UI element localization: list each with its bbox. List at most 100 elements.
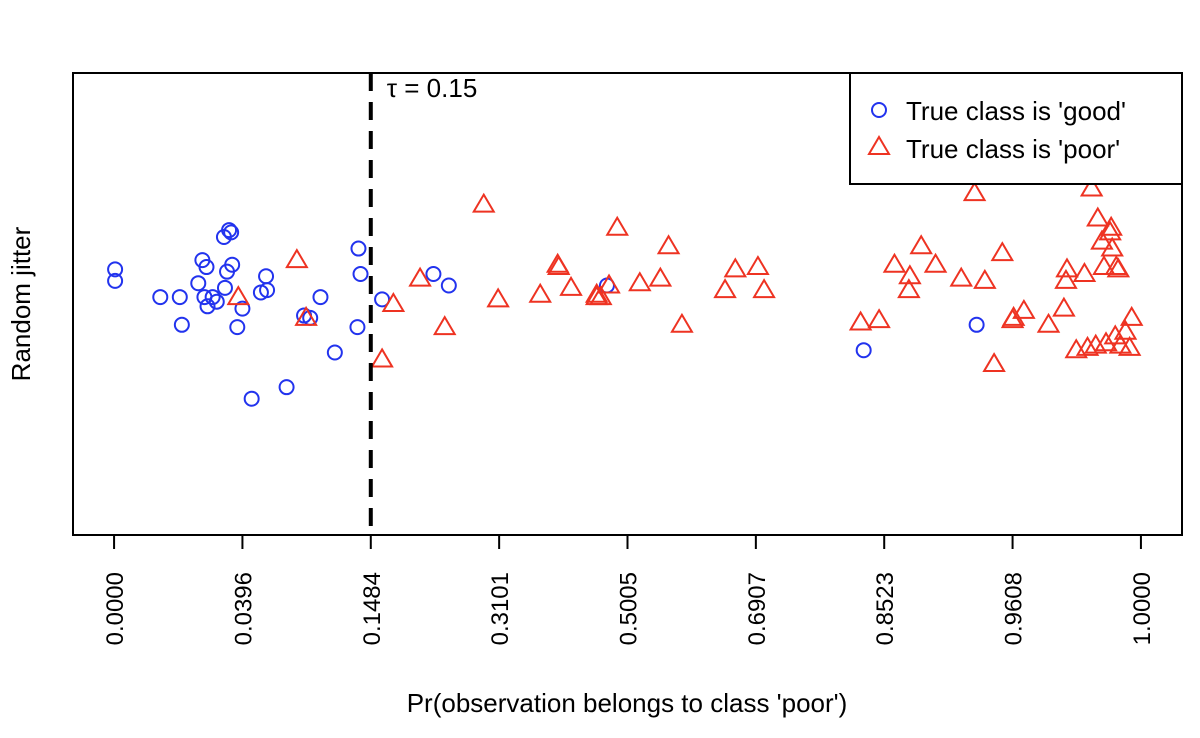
data-point-poor (589, 285, 613, 306)
data-point-poor (962, 181, 987, 202)
data-point-good (326, 344, 343, 361)
data-point-good (278, 379, 295, 396)
data-points (107, 176, 1144, 407)
y-axis-title: Random jitter (6, 226, 36, 381)
data-point-good (350, 240, 367, 257)
data-point-good (107, 272, 124, 289)
data-point-poor (848, 310, 873, 331)
legend: True class is 'good' True class is 'poor… (849, 72, 1183, 185)
data-point-good (312, 289, 329, 306)
x-tick-label: 0.0000 (102, 572, 129, 645)
data-point-poor (1001, 305, 1026, 326)
data-point-poor (628, 271, 652, 292)
data-point-good (224, 256, 241, 273)
data-point-poor (605, 215, 629, 236)
data-point-poor (1055, 257, 1079, 278)
data-point-good (425, 265, 442, 282)
data-point-good (204, 289, 221, 306)
x-tick-label: 1.0000 (1129, 572, 1156, 645)
data-point-poor (486, 287, 510, 308)
data-point-good (234, 300, 251, 317)
data-point-poor (471, 192, 496, 213)
data-point-poor (370, 347, 394, 368)
x-tick-label: 0.8523 (872, 572, 899, 645)
x-tick-label: 0.0396 (230, 572, 257, 645)
data-point-poor (982, 352, 1006, 373)
data-point-poor (1119, 305, 1144, 326)
x-tick-label: 0.3101 (487, 572, 514, 645)
data-point-poor (294, 305, 318, 326)
data-point-poor (752, 278, 776, 299)
threshold-label: τ = 0.15 (387, 73, 478, 103)
data-point-poor (1098, 220, 1122, 241)
data-point-poor (408, 266, 432, 287)
data-point-poor (973, 268, 997, 289)
x-tick-label: 0.9608 (1001, 572, 1028, 645)
data-point-poor (746, 255, 770, 276)
data-point-poor (597, 273, 621, 294)
data-point-good (190, 275, 207, 292)
data-point-good (221, 222, 238, 239)
legend-poor-marker (867, 135, 891, 155)
legend-poor-label: True class is 'poor' (906, 134, 1120, 164)
data-point-poor (1054, 268, 1078, 289)
data-point-good (440, 277, 457, 294)
x-tick-label: 0.1484 (359, 572, 386, 645)
data-point-poor (1036, 312, 1061, 333)
data-point-poor (1100, 236, 1124, 257)
legend-box (849, 72, 1183, 185)
data-point-good (229, 319, 246, 336)
data-point-poor (381, 292, 406, 312)
data-point-poor (285, 248, 309, 269)
data-point-poor (713, 278, 737, 299)
data-point-poor (546, 255, 571, 276)
data-point-good (171, 289, 188, 306)
data-point-good (208, 293, 225, 310)
data-point-good (258, 268, 275, 285)
data-point-good (152, 289, 169, 306)
legend-good-marker (871, 102, 887, 118)
data-point-poor (909, 234, 933, 255)
data-point-good (243, 390, 260, 407)
data-point-good (173, 316, 190, 333)
data-point-good (352, 265, 369, 282)
data-point-good (855, 342, 872, 359)
data-point-poor (226, 285, 251, 306)
data-point-poor (648, 266, 673, 287)
x-tick-label: 0.5005 (616, 572, 643, 645)
data-point-good (216, 279, 233, 296)
data-point-poor (432, 315, 457, 336)
data-point-good (198, 259, 215, 276)
data-point-poor (1094, 331, 1118, 352)
legend-good-label: True class is 'good' (906, 96, 1126, 126)
data-point-good (349, 319, 366, 336)
data-point-poor (670, 312, 694, 333)
data-point-poor (882, 252, 907, 273)
data-point-good (107, 261, 124, 278)
data-point-poor (990, 241, 1015, 262)
data-point-poor (923, 252, 948, 273)
data-point-good (223, 224, 240, 241)
data-point-poor (949, 266, 973, 287)
data-point-poor (1117, 335, 1142, 356)
data-point-poor (1106, 257, 1131, 278)
data-point-poor (528, 282, 552, 303)
data-point-poor (1012, 298, 1036, 319)
data-point-poor (897, 278, 921, 299)
x-tick-label: 0.6907 (744, 572, 771, 645)
data-point-poor (1079, 176, 1104, 197)
data-point-poor (1113, 319, 1138, 340)
data-point-good (199, 298, 216, 315)
data-point-poor (559, 275, 583, 296)
x-axis: 0.0000 0.0396 0.1484 0.3101 0.5005 0.6907 0.85… (102, 534, 1156, 645)
data-point-poor (1099, 215, 1123, 236)
data-point-poor (1086, 206, 1110, 227)
data-point-poor (867, 308, 891, 329)
data-point-good (968, 316, 985, 333)
data-point-poor (1052, 296, 1076, 317)
data-point-poor (1092, 255, 1116, 276)
data-point-poor (1072, 261, 1097, 282)
x-axis-title: Pr(observation belongs to class 'poor') (407, 688, 848, 718)
data-point-poor (898, 264, 922, 285)
